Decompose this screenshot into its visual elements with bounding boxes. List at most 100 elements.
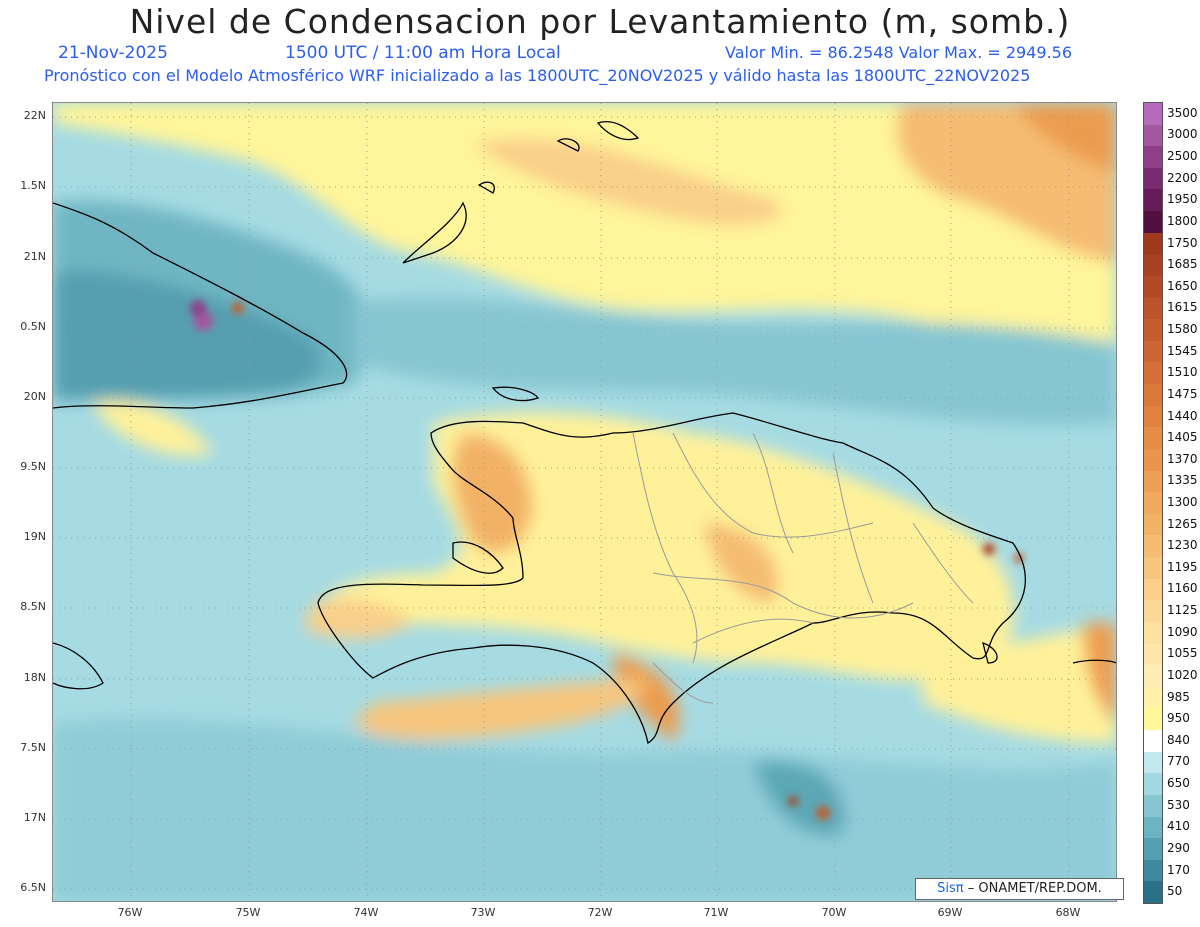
colorbar-swatch (1144, 275, 1162, 299)
colorbar-swatch (1144, 103, 1162, 126)
colorbar-label: 1685 (1167, 257, 1198, 272)
lon-label: 70W (821, 906, 847, 919)
colorbar-label: 1300 (1167, 495, 1198, 509)
colorbar-label: 50 (1167, 884, 1183, 899)
lat-label: 19N (23, 530, 46, 543)
colorbar-swatch (1144, 362, 1162, 385)
map-title: Nivel de Condensacion por Levantamiento … (129, 2, 1071, 41)
colorbar-label: 1230 (1167, 538, 1198, 553)
colorbar-swatch (1144, 384, 1162, 407)
colorbar-swatch (1144, 297, 1162, 320)
colorbar-swatch (1144, 794, 1162, 817)
colorbar-swatch (1144, 211, 1162, 234)
lat-label: 21N (23, 250, 46, 263)
colorbar-label: 1335 (1167, 473, 1198, 488)
colorbar-label: 650 (1167, 776, 1190, 791)
colorbar-label: 1055 (1167, 646, 1198, 661)
coastlines (53, 121, 1116, 745)
colorbar-swatch (1144, 578, 1162, 601)
colorbar-swatch (1144, 643, 1162, 666)
colorbar-swatch (1144, 621, 1162, 645)
lon-label: 74W (353, 906, 379, 919)
lat-label: 0.5N (20, 320, 46, 333)
colorbar-label: 1475 (1167, 386, 1198, 401)
colorbar-label: 1650 (1167, 278, 1198, 293)
colorbar-label: 290 (1167, 840, 1190, 855)
colorbar-swatch (1144, 838, 1162, 861)
colorbar-label: 1265 (1167, 516, 1198, 531)
time-label: 1500 UTC / 11:00 am Hora Local (285, 43, 561, 63)
colorbar-swatch (1144, 124, 1162, 147)
lat-label: 22N (23, 109, 46, 122)
graticule (53, 103, 1116, 901)
colorbar-swatch (1144, 340, 1162, 363)
colorbar-swatch (1144, 448, 1162, 472)
colorbar-swatch (1144, 881, 1162, 904)
colorbar-label: 2200 (1167, 170, 1198, 185)
colorbar-label: 530 (1167, 797, 1190, 812)
colorbar-label: 3000 (1167, 127, 1198, 142)
colorbar-swatch (1144, 189, 1162, 212)
colorbar-swatch (1144, 600, 1162, 623)
colorbar-label: 985 (1167, 689, 1190, 704)
colorbar-swatch (1144, 859, 1162, 882)
lon-label: 69W (937, 906, 963, 919)
colorbar-label: 3500 (1167, 105, 1198, 120)
province-lines (632, 432, 974, 704)
colorbar-swatch (1144, 535, 1162, 558)
colorbar-label: 1090 (1167, 624, 1198, 639)
colorbar-label: 1125 (1167, 603, 1198, 618)
colorbar-label: 1750 (1167, 235, 1198, 250)
colorbar-label: 770 (1167, 754, 1190, 769)
colorbar-label: 2500 (1167, 149, 1198, 164)
lcl-map (52, 102, 1117, 902)
colorbar-label: 950 (1167, 711, 1190, 726)
colorbar-swatch (1144, 232, 1162, 255)
colorbar-label: 1405 (1167, 430, 1198, 445)
colorbar-swatch (1144, 686, 1162, 709)
lon-label: 71W (703, 906, 729, 919)
colorbar-label: 1020 (1167, 667, 1198, 682)
lcl-field (53, 103, 1116, 901)
lon-label: 75W (235, 906, 261, 919)
colorbar-swatch (1144, 773, 1162, 796)
colorbar-label: 1370 (1167, 451, 1198, 466)
lat-label: 7.5N (20, 741, 46, 754)
colorbar-swatch (1144, 708, 1162, 731)
colorbar-swatch (1144, 492, 1162, 515)
colorbar-swatch (1144, 254, 1162, 277)
colorbar-swatch (1144, 146, 1162, 169)
colorbar-label: 1440 (1167, 408, 1198, 423)
lon-label: 68W (1055, 906, 1081, 919)
colorbar-label: 1545 (1167, 343, 1198, 358)
credit-box: Sisπ – ONAMET/REP.DOM. (915, 878, 1124, 900)
date-label: 21-Nov-2025 (58, 43, 168, 63)
colorbar-swatch (1144, 513, 1162, 536)
colorbar (1143, 102, 1163, 904)
colorbar-label: 410 (1167, 819, 1190, 834)
lat-label: 8.5N (20, 600, 46, 613)
lat-label: 1.5N (20, 179, 46, 192)
colorbar-swatch (1144, 167, 1162, 190)
lat-label: 9.5N (20, 460, 46, 473)
colorbar-label: 1615 (1167, 300, 1198, 315)
credit-text: – ONAMET/REP.DOM. (967, 881, 1102, 896)
colorbar-label: 1800 (1167, 213, 1198, 228)
min-max-label: Valor Min. = 86.2548 Valor Max. = 2949.5… (725, 43, 1073, 62)
forecast-info: Pronóstico con el Modelo Atmosférico WRF… (44, 66, 1031, 85)
colorbar-swatch (1144, 751, 1162, 774)
colorbar-label: 170 (1167, 862, 1190, 877)
sispi-logo: Sisπ (937, 881, 964, 896)
colorbar-label: 1950 (1167, 192, 1198, 207)
colorbar-swatch (1144, 730, 1162, 753)
lat-label: 17N (23, 811, 46, 824)
colorbar-swatch (1144, 427, 1162, 450)
colorbar-swatch (1144, 665, 1162, 688)
colorbar-label: 1195 (1167, 559, 1198, 574)
colorbar-swatch (1144, 319, 1162, 342)
lon-label: 72W (587, 906, 613, 919)
lat-label: 6.5N (20, 881, 46, 894)
colorbar-label: 1510 (1167, 365, 1198, 380)
lat-label: 20N (23, 390, 46, 403)
colorbar-swatch (1144, 470, 1162, 493)
